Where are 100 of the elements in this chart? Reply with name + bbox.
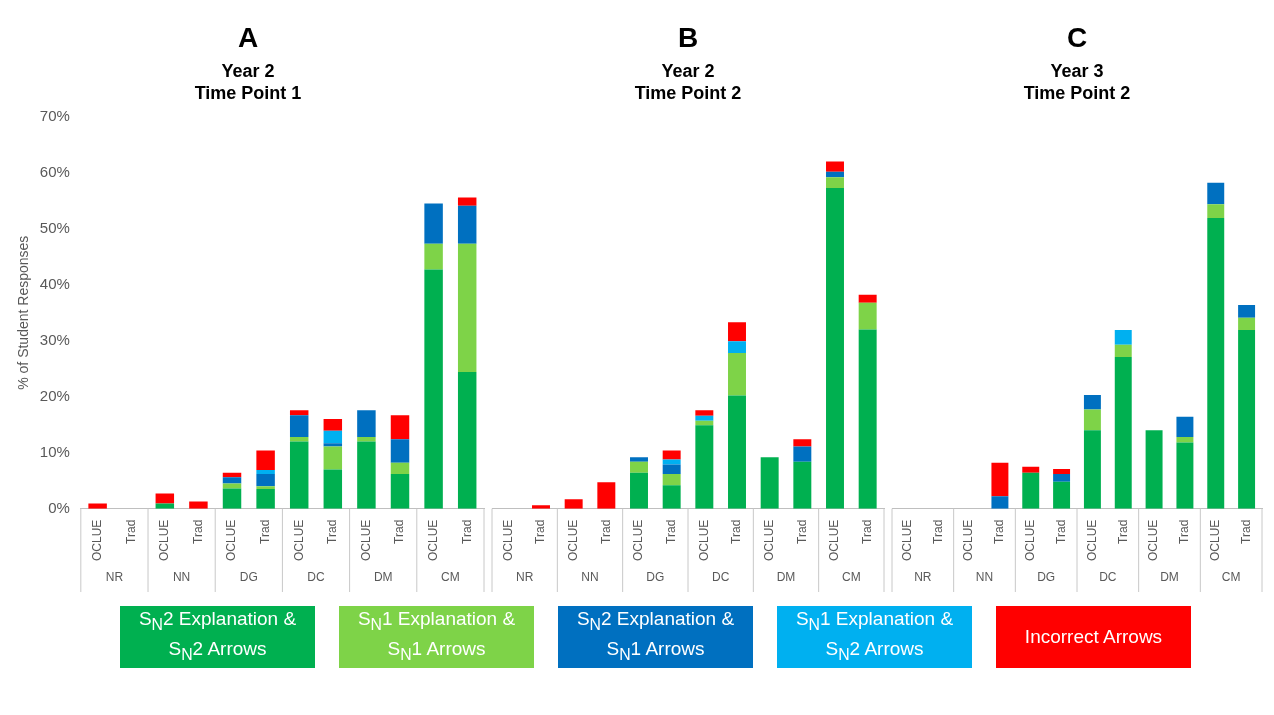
chart-title: C [1066,21,1088,53]
bar [1145,430,1163,509]
text: DC [711,570,730,585]
y-tick-label: 60% [39,162,70,180]
text: S$_{N}$2 Explanation & S$_{N}$2 Arrows [120,607,315,667]
x-tick-label: OCLUE [1208,519,1223,561]
x-tick-label: OCLUE [827,519,842,561]
x-tick-label: Trad [1238,519,1253,544]
x-tick-label: Trad [123,519,138,544]
bar [1053,468,1071,474]
bar [760,457,779,509]
bar [991,496,1009,509]
text: NN [975,570,994,585]
bar [457,372,477,509]
bar [390,462,410,474]
x-tick-label: OCLUE [500,519,515,561]
bar [323,446,343,470]
bar [1114,356,1132,509]
x-tick-label: OCLUE [291,519,306,561]
bar [826,177,844,188]
bar [1176,437,1194,443]
text: NN [172,570,191,585]
x-tick-label: OCLUE [358,519,373,561]
x-tick-label: OCLUE [761,519,776,561]
bar [793,446,812,462]
x-tick-label: OCLUE [565,519,580,561]
y-tick-label: 0% [48,498,70,516]
bar [323,419,343,431]
text: DC [307,570,325,585]
bar [695,425,714,509]
x-tick-label: Trad [392,519,407,544]
bar [222,488,242,509]
bar [1176,442,1194,509]
bar [1083,395,1101,410]
bar [424,203,443,244]
bar [728,353,746,396]
bar [256,450,275,471]
text: DM [1160,570,1179,585]
y-tick-label: 40% [39,274,70,292]
bar [728,341,746,354]
x-tick-label: Trad [459,519,474,544]
text: NR [515,570,534,585]
x-tick-label: Trad [930,519,945,544]
text: Incorrect Arrows [1024,625,1163,649]
bar [695,415,714,421]
bar [457,197,477,206]
text: DM [373,570,393,585]
bar [532,505,550,509]
text: NR [105,570,124,585]
bar [1022,472,1040,509]
bar [1083,430,1101,509]
bar [1207,182,1225,205]
bar [256,489,275,509]
bar [597,482,616,509]
bar [289,415,309,437]
bar [424,269,443,509]
y-tick-label: 50% [39,218,70,236]
x-tick-label: OCLUE [157,519,172,561]
bar [728,322,746,342]
bar [858,294,877,303]
bar [1053,481,1071,509]
bar [662,464,681,474]
x-tick-label: Trad [598,519,613,544]
bar [793,461,812,509]
bar [357,441,376,509]
x-tick-label: OCLUE [89,519,104,561]
bar [357,410,376,437]
bar [564,499,583,509]
bar [1207,218,1225,509]
bar [1207,204,1225,219]
x-tick-label: Trad [663,519,678,544]
bar [858,329,877,509]
x-tick-label: OCLUE [425,519,440,561]
bar [256,486,275,490]
bar [323,443,343,447]
bar [662,485,681,509]
y-tick-label: 20% [39,386,70,404]
text: CM [441,570,460,585]
chart-subtitle: Year 2 Time Point 2 [634,61,742,103]
x-tick-label: Trad [729,519,744,544]
x-tick-label: Trad [190,519,205,544]
bar [662,450,681,460]
bar [662,459,681,465]
chart-subtitle: Year 3 Time Point 2 [1023,61,1131,103]
bar [793,439,812,447]
bar [1022,466,1040,473]
x-tick-label: Trad [992,519,1007,544]
bar [695,410,714,416]
x-tick-label: OCLUE [631,519,646,561]
bar [390,473,410,509]
y-tick-label: 30% [39,330,70,348]
bar [256,470,275,474]
text: DC [1099,570,1117,585]
bar [991,462,1009,497]
x-tick-label: Trad [325,519,340,544]
x-tick-label: OCLUE [224,519,239,561]
bar [826,187,844,509]
bar [858,302,877,330]
text: NN [581,570,599,585]
bar [323,469,343,509]
